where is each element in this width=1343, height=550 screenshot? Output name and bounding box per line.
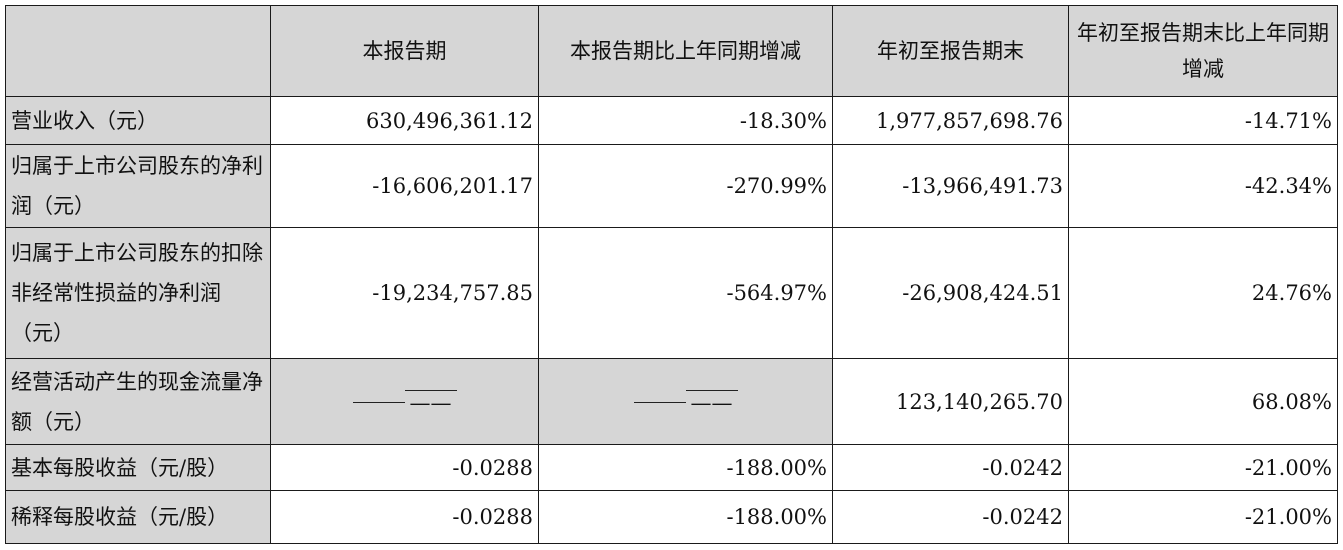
cell-current-period: -0.0288 xyxy=(270,490,539,544)
row-label: 归属于上市公司股东的扣除非经常性损益的净利润（元） xyxy=(5,227,271,359)
header-current-period: 本报告期 xyxy=(270,5,539,97)
dash-mark xyxy=(633,401,686,403)
row-label: 稀释每股收益（元/股） xyxy=(5,490,271,544)
cell-ytd-yoy: -21.00% xyxy=(1068,490,1338,544)
cell-ytd-yoy: 68.08% xyxy=(1068,358,1338,445)
cell-current-period-yoy: -18.30% xyxy=(538,96,833,145)
cell-ytd-yoy: -42.34% xyxy=(1068,144,1338,228)
cell-current-period-yoy: -564.97% xyxy=(538,227,833,359)
cell-ytd-yoy: 24.76% xyxy=(1068,227,1338,359)
header-ytd-yoy: 年初至报告期末比上年同期增减 xyxy=(1068,5,1338,97)
row-label: 基本每股收益（元/股） xyxy=(5,444,271,491)
cell-current-period-empty: —— xyxy=(270,358,539,445)
cell-current-period: -0.0288 xyxy=(270,444,539,491)
financial-summary-table: 本报告期 本报告期比上年同期增减 年初至报告期末 年初至报告期末比上年同期增减 … xyxy=(5,5,1338,544)
table-row-basic-eps: 基本每股收益（元/股） -0.0288 -188.00% -0.0242 -21… xyxy=(5,444,1338,491)
dash-mark xyxy=(352,401,405,403)
cell-current-period-yoy: -188.00% xyxy=(538,490,833,544)
cell-ytd-yoy: -21.00% xyxy=(1068,444,1338,491)
cell-current-period: -19,234,757.85 xyxy=(270,227,539,359)
cell-current-period-yoy: -270.99% xyxy=(538,144,833,228)
cell-ytd-yoy: -14.71% xyxy=(1068,96,1338,145)
cell-current-period-yoy-empty: —— xyxy=(538,358,833,445)
cell-ytd: 123,140,265.70 xyxy=(832,358,1069,445)
header-current-period-yoy: 本报告期比上年同期增减 xyxy=(538,5,833,97)
cell-current-period: 630,496,361.12 xyxy=(270,96,539,145)
table-row-net-profit: 归属于上市公司股东的净利润（元） -16,606,201.17 -270.99%… xyxy=(5,144,1338,228)
header-row: 本报告期 本报告期比上年同期增减 年初至报告期末 年初至报告期末比上年同期增减 xyxy=(5,5,1338,97)
cell-ytd: 1,977,857,698.76 xyxy=(832,96,1069,145)
table-row-operating-cash-flow: 经营活动产生的现金流量净额（元） —— —— 123,140,265.70 68… xyxy=(5,358,1338,445)
table-row-deducted-net-profit: 归属于上市公司股东的扣除非经常性损益的净利润（元） -19,234,757.85… xyxy=(5,227,1338,359)
row-label: 归属于上市公司股东的净利润（元） xyxy=(5,144,271,228)
cell-ytd: -0.0242 xyxy=(832,490,1069,544)
header-ytd: 年初至报告期末 xyxy=(832,5,1069,97)
table-row-revenue: 营业收入（元） 630,496,361.12 -18.30% 1,977,857… xyxy=(5,96,1338,145)
cell-current-period-yoy: -188.00% xyxy=(538,444,833,491)
header-corner-cell xyxy=(5,5,271,97)
row-label: 营业收入（元） xyxy=(5,96,271,145)
row-label: 经营活动产生的现金流量净额（元） xyxy=(5,358,271,445)
cell-ytd: -0.0242 xyxy=(832,444,1069,491)
table-row-diluted-eps: 稀释每股收益（元/股） -0.0288 -188.00% -0.0242 -21… xyxy=(5,490,1338,544)
cell-ytd: -26,908,424.51 xyxy=(832,227,1069,359)
cell-ytd: -13,966,491.73 xyxy=(832,144,1069,228)
cell-current-period: -16,606,201.17 xyxy=(270,144,539,228)
